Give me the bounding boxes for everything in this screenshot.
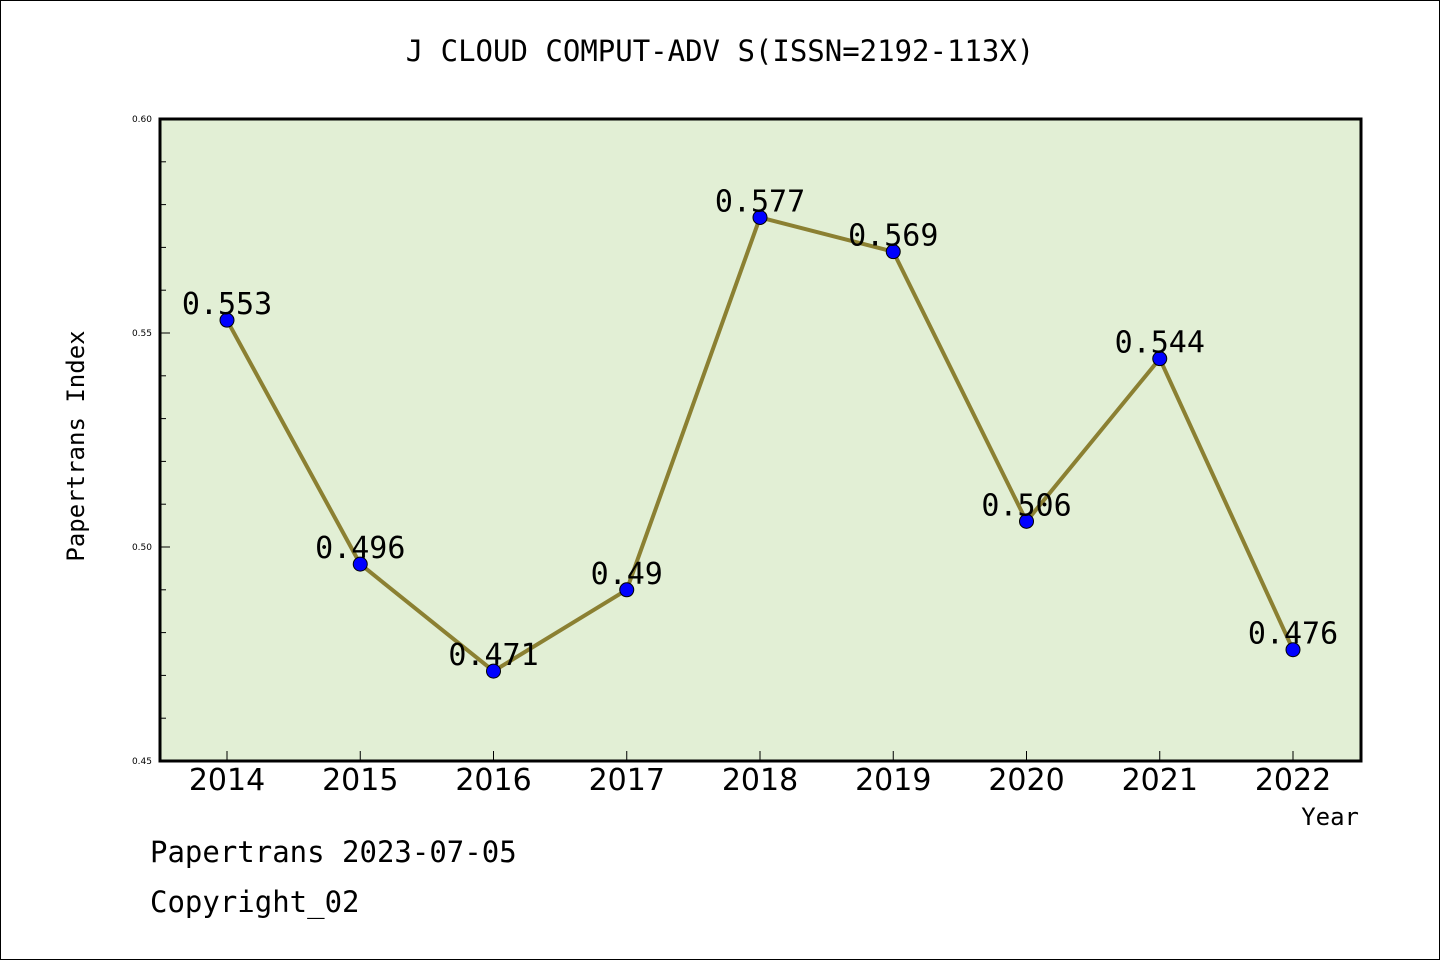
footer-source: Papertrans 2023-07-05 xyxy=(150,835,517,869)
x-tick-label: 2018 xyxy=(722,763,798,798)
data-label: 0.506 xyxy=(981,488,1071,523)
data-point xyxy=(885,244,901,260)
y-tick-label: 0.60 xyxy=(132,115,152,125)
x-axis-title: Year xyxy=(1301,803,1359,831)
plot-area xyxy=(160,119,1361,761)
plot-border xyxy=(158,117,1363,763)
data-point xyxy=(619,582,635,598)
chart-title: J CLOUD COMPUT-ADV S(ISSN=2192-113X) xyxy=(405,34,1035,68)
x-tick-label: 2020 xyxy=(988,763,1064,798)
data-point xyxy=(1019,513,1034,529)
data-point xyxy=(1285,642,1301,658)
x-tick-label: 2019 xyxy=(855,763,931,798)
data-label: 0.471 xyxy=(448,638,538,673)
y-tick-label: 0.45 xyxy=(132,757,152,767)
x-tick-label: 2015 xyxy=(322,763,398,798)
x-tick-label: 2022 xyxy=(1255,763,1331,798)
data-point xyxy=(219,312,235,328)
x-tick-label: 2016 xyxy=(455,763,531,798)
y-tick-label: 0.50 xyxy=(132,543,152,553)
data-label: 0.476 xyxy=(1248,617,1338,652)
data-label: 0.544 xyxy=(1115,326,1205,361)
x-tick-label: 2021 xyxy=(1122,763,1198,798)
footer-copyright: Copyright_02 xyxy=(150,885,360,919)
data-point xyxy=(352,556,368,572)
data-point xyxy=(1152,351,1168,367)
data-label: 0.553 xyxy=(182,287,272,322)
data-point xyxy=(486,663,501,679)
data-label: 0.49 xyxy=(591,557,663,592)
x-tick-label: 2014 xyxy=(189,763,265,798)
data-label: 0.577 xyxy=(715,184,805,219)
data-label: 0.496 xyxy=(315,531,405,566)
x-tick-label: 2017 xyxy=(589,763,665,798)
y-tick-label: 0.55 xyxy=(132,329,152,339)
data-point xyxy=(752,209,768,225)
y-axis-title: Papertrans Index xyxy=(62,330,90,561)
data-label: 0.569 xyxy=(848,219,938,254)
